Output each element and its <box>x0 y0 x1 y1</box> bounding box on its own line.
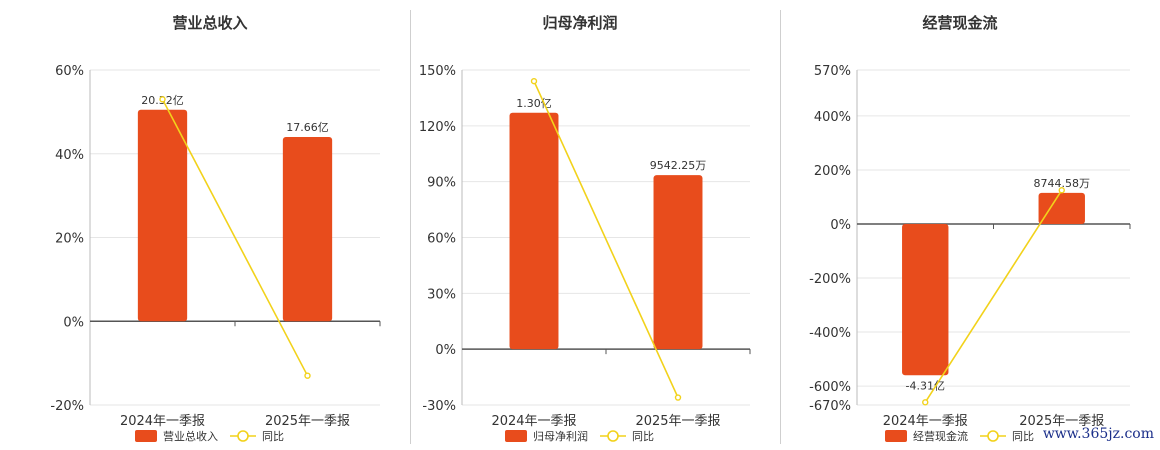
bar <box>282 137 333 322</box>
bar-data-label: 17.66亿 <box>286 121 329 134</box>
panel-divider <box>410 10 411 444</box>
bar-data-label: 9542.25万 <box>650 159 707 172</box>
legend-bar-label: 经营现金流 <box>913 429 968 443</box>
y-tick-label: 120% <box>419 120 456 135</box>
y-tick-label: 0% <box>435 343 456 358</box>
y-tick-label: 40% <box>55 148 84 163</box>
y-tick-label: 400% <box>814 110 851 125</box>
chart-title: 归母净利润 <box>542 14 617 32</box>
y-tick-label: -200% <box>809 272 851 287</box>
watermark: www.365jz.com <box>1042 426 1154 442</box>
legend-line-label: 同比 <box>632 430 654 443</box>
chart-panel: 经营现金流 570% 400% 200% 0% -200% -400% -600% -670% 2… <box>809 14 1131 443</box>
legend-line-marker <box>237 430 249 442</box>
yoy-line <box>161 98 309 377</box>
yoy-line <box>924 189 1063 403</box>
y-tick-label: 0% <box>830 218 851 233</box>
yoy-point <box>159 96 166 103</box>
legend-line-label: 同比 <box>262 430 284 443</box>
category-label: 2024年一季报 <box>883 414 968 429</box>
legend-line-label: 同比 <box>1012 430 1034 443</box>
category-label: 2025年一季报 <box>635 414 720 429</box>
y-tick-label: -30% <box>422 399 456 414</box>
bar <box>902 223 949 376</box>
legend-bar-swatch <box>885 430 907 442</box>
bar <box>137 109 188 322</box>
y-tick-label: 200% <box>814 164 851 179</box>
y-tick-label: -400% <box>809 326 851 341</box>
category-label: 2024年一季报 <box>120 414 205 429</box>
y-tick-label: -20% <box>50 399 84 414</box>
legend-line-marker <box>987 430 999 442</box>
legend-line-marker <box>607 430 619 442</box>
y-tick-label: 60% <box>55 64 84 79</box>
yoy-point <box>922 399 929 406</box>
y-tick-label: 20% <box>55 232 84 247</box>
legend-bar-label: 归母净利润 <box>533 429 588 443</box>
y-tick-label: 0% <box>63 315 84 330</box>
y-tick-label: 30% <box>427 287 456 302</box>
yoy-point <box>1058 187 1065 194</box>
bar <box>653 175 703 350</box>
category-label: 2025年一季报 <box>1019 414 1104 429</box>
yoy-point <box>674 394 682 401</box>
panel-divider <box>780 10 781 444</box>
y-tick-label: 150% <box>419 64 456 79</box>
y-tick-label: 90% <box>427 176 456 191</box>
y-tick-label: -670% <box>809 399 851 414</box>
chart-title: 经营现金流 <box>922 14 997 32</box>
chart-panel: 营业总收入60%40%20%0%-20%2024年一季报2025年一季报20.3… <box>50 14 381 443</box>
bar-data-label: 8744.58万 <box>1034 177 1091 190</box>
legend-bar-swatch <box>135 430 157 442</box>
bar <box>1038 192 1085 224</box>
yoy-point <box>530 77 538 85</box>
y-tick-label: -600% <box>809 380 851 395</box>
category-label: 2024年一季报 <box>491 414 576 429</box>
category-label: 2025年一季报 <box>265 414 350 429</box>
bar-data-label: -4.31亿 <box>906 379 945 392</box>
legend-bar-label: 营业总收入 <box>163 429 218 443</box>
y-tick-label: 60% <box>427 232 456 247</box>
chart-panel: 归母净利润 150% 120% 90% 60% 30% 0% -30% 2024年一季报 2025… <box>419 14 751 443</box>
yoy-point <box>304 372 311 379</box>
chart-title: 营业总收入 <box>172 14 247 32</box>
legend-bar-swatch <box>505 430 527 442</box>
y-tick-label: 570% <box>814 64 851 79</box>
yoy-line <box>533 80 679 398</box>
bar <box>509 112 559 350</box>
